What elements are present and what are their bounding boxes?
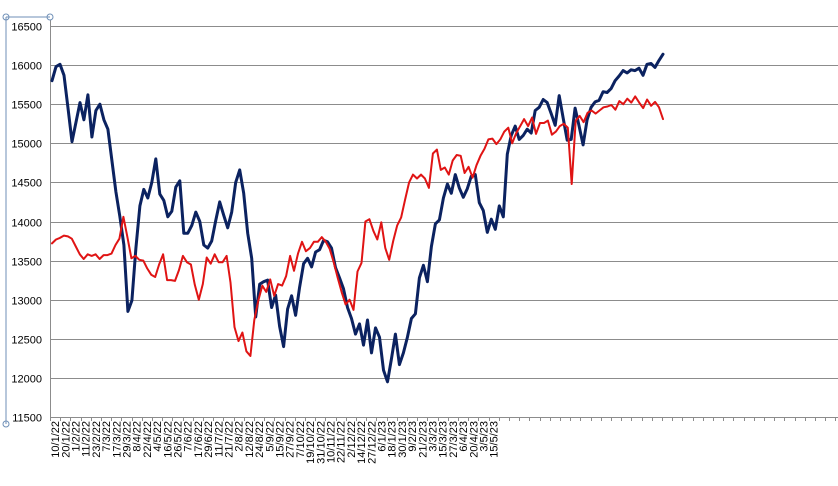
y-tick-label: 13000 (11, 296, 42, 308)
x-tick-label: 5/9/22 (264, 421, 276, 452)
x-tick-label: 27/12/22 (366, 421, 378, 464)
y-tick-label: 16000 (11, 61, 42, 73)
x-tick-label: 29/6/22 (203, 421, 215, 458)
x-tick-label: 30/1/23 (397, 421, 409, 458)
y-tick-label: 11500 (12, 413, 42, 425)
y-tick-label: 12000 (11, 374, 42, 386)
x-tick-label: 15/3/23 (438, 421, 450, 458)
x-tick-label: 22/11/22 (336, 421, 348, 463)
x-tick-label: 1/2/22 (71, 421, 83, 452)
x-tick-label: 14/12/22 (356, 421, 368, 464)
x-tick-label: 27/9/22 (285, 421, 297, 458)
x-tick-label: 21/7/22 (224, 421, 236, 458)
x-tick-label: 27/3/23 (448, 421, 460, 458)
y-tick-label: 12500 (11, 335, 42, 347)
y-tick-label: 15500 (11, 100, 42, 112)
x-tick-label: 23/2/22 (91, 421, 103, 458)
x-tick-label: 11/7/22 (213, 421, 225, 457)
x-tick-label: 6/4/23 (458, 421, 470, 452)
x-tick-label: 2/12/22 (346, 421, 358, 458)
x-tick-label: 11/2/22 (81, 421, 93, 457)
y-tick-label: 14000 (11, 218, 42, 230)
x-tick-label: 9/2/23 (407, 421, 419, 452)
x-tick-label: 24/8/22 (254, 421, 266, 458)
x-tick-label: 15/5/23 (489, 421, 501, 458)
x-tick-label: 7/10/22 (295, 421, 307, 458)
x-tick-label: 2/8/22 (234, 421, 246, 452)
x-tick-label: 17/6/22 (193, 421, 205, 458)
x-tick-label: 29/3/22 (122, 421, 134, 458)
x-tick-label: 4/5/22 (152, 421, 164, 452)
series-line-blue (50, 52, 665, 384)
x-tick-label: 3/5/23 (479, 421, 491, 452)
x-tick-label: 10/1/22 (50, 421, 62, 458)
y-tick-label: 15000 (11, 139, 42, 151)
x-tick-label: 15/9/22 (275, 421, 287, 458)
x-tick-label: 31/10/22 (315, 421, 327, 464)
x-tick-label: 10/11/22 (326, 421, 338, 463)
x-tick-label: 6/1/23 (377, 421, 389, 452)
x-tick-label: 7/3/22 (101, 421, 113, 452)
x-tick-label: 16/5/22 (162, 421, 174, 458)
x-tick-label: 18/1/23 (387, 421, 399, 458)
x-tick-label: 8/4/22 (132, 421, 144, 452)
x-tick-label: 7/6/22 (183, 421, 195, 452)
x-tick-label: 20/1/22 (60, 421, 72, 458)
y-tick-label: 16500 (11, 22, 42, 34)
series-line-red (51, 95, 664, 357)
x-tick-label: 20/4/23 (468, 421, 480, 458)
x-tick-label: 22/4/22 (142, 421, 154, 458)
x-tick-label: 21/2/23 (417, 421, 429, 458)
y-tick-label: 13500 (11, 257, 42, 269)
x-tick-label: 19/10/22 (305, 421, 317, 464)
x-tick-label: 26/5/22 (173, 421, 185, 458)
y-tick-label: 14500 (11, 178, 42, 190)
x-tick-label: 3/3/23 (428, 421, 440, 452)
x-tick-label: 17/3/22 (111, 421, 123, 458)
x-tick-label: 12/8/22 (244, 421, 256, 458)
